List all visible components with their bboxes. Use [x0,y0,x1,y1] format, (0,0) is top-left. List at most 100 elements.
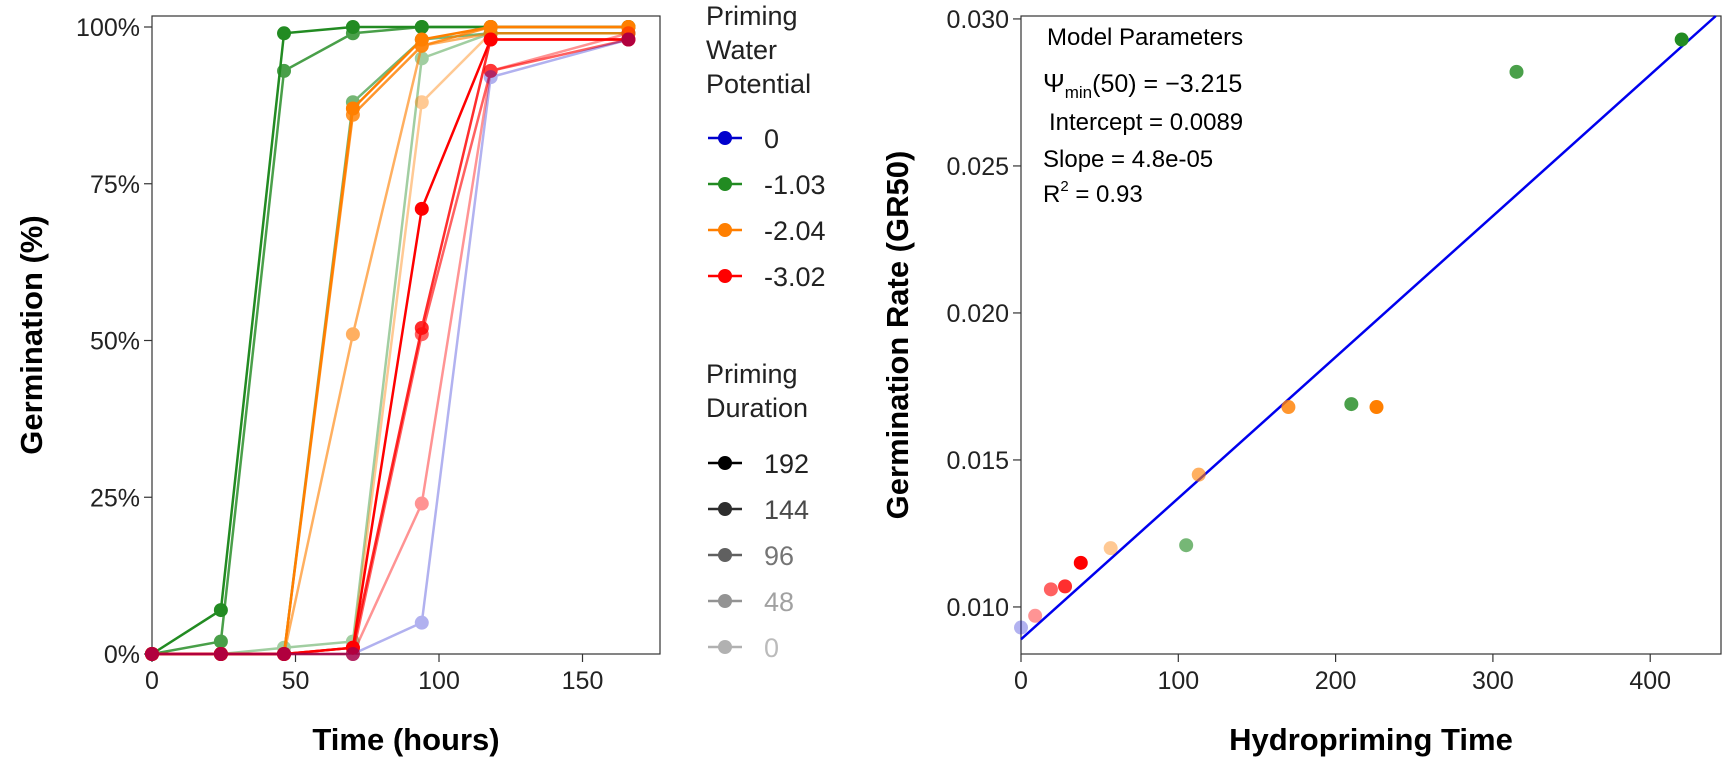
legend-duration-label: 192 [764,449,809,479]
right-scatter-point [1014,620,1028,635]
left-series-point [414,496,429,511]
annotation-intercept: Intercept = 0.0089 [1049,109,1243,136]
legend-key-point [718,502,732,516]
right-axis-ticks: 0 100 200 300 400 0.010 0.015 0.020 0.025 0.030 [946,6,1671,695]
left-series-point [621,32,636,47]
right-x-tick-label: 300 [1472,667,1514,695]
left-y-tick-label: 75% [90,171,140,199]
left-series-point [345,107,360,122]
right-y-axis-title: Germination Rate (GR50) [880,151,915,520]
legend-duration-items: 192 144 96 48 0 [708,449,809,663]
left-series-point [414,20,429,34]
left-series-point [621,32,636,47]
left-series-point [414,201,429,216]
annotation-slope: Slope = 4.8e-05 [1043,146,1213,173]
left-axis-ticks: 0 50 100 150 0% 25% 50% 75% 100% [76,14,603,695]
left-x-axis-title: Time (hours) [312,722,499,757]
legend-duration-item: 144 [708,495,809,525]
left-series-point [277,647,292,661]
right-scatter-point [1509,64,1524,79]
legend-duration-label: 0 [764,633,779,663]
left-series-point [145,647,159,661]
left-series-point [345,647,360,661]
germination-timecourse-panel: 0 50 100 150 0% 25% 50% 75% 100% Time (hours) Ge… [14,14,661,757]
left-series-point [414,95,429,110]
legend-potential-item: 0 [708,124,779,154]
left-series-point [213,634,228,649]
legend-key-point [718,223,732,237]
left-series-line [152,32,629,656]
legend-duration-title-line: Priming [706,359,798,389]
left-y-tick-label: 100% [76,14,140,42]
left-series-line [152,25,629,656]
right-scatter-point [1043,582,1058,597]
left-series-point [213,647,228,661]
right-scatter-point [1058,579,1073,594]
regression-fit-line [1020,15,1717,641]
left-x-tick-label: 50 [282,667,310,695]
legend-duration-title-line: Duration [706,393,808,423]
legend-duration-item: 0 [708,633,779,663]
legend-key-point [718,177,732,191]
right-scatter-point [1028,608,1043,623]
right-scatter-point [1281,400,1296,415]
left-series-point [277,647,292,661]
left-series-point [414,327,429,342]
left-series-point [213,647,228,661]
left-series [145,26,636,661]
legend-potential-title: Priming Water Potential [706,1,811,99]
left-series-point [483,63,498,78]
left-series-point [213,647,228,661]
legend-key-point [718,640,732,654]
left-y-tick-label: 25% [90,484,140,512]
right-points-group [1014,32,1689,635]
legend-potential-label: -1.03 [764,170,826,200]
legend-potential-item: -3.02 [708,262,826,292]
right-scatter-point [1179,538,1194,553]
r2-label: R [1043,181,1060,208]
left-series [145,32,636,661]
right-scatter-point [1369,400,1384,415]
left-x-tick-label: 150 [562,667,604,695]
left-y-axis-title: Germination (%) [14,215,49,454]
left-series-point [145,647,159,661]
left-y-tick-label: 0% [104,641,140,669]
right-scatter-point [1191,467,1206,482]
left-x-tick-label: 100 [418,667,460,695]
annotation-title: Model Parameters [1047,24,1243,51]
right-x-tick-label: 200 [1315,667,1357,695]
left-series-point [483,63,498,78]
legend-duration-item: 96 [708,541,794,571]
left-series-line [151,25,629,656]
left-series-point [145,647,159,661]
right-scatter-point [1073,555,1088,570]
r2-superscript: 2 [1060,178,1068,195]
legend-potential-title-line: Potential [706,69,811,99]
right-scatter-point [1344,397,1359,412]
right-x-axis-title: Hydropriming Time [1229,722,1513,757]
r2-value: = 0.93 [1069,181,1143,208]
legend-potential-title-line: Priming [706,1,798,31]
legend-potential-item: -1.03 [708,170,826,200]
legend-key-point [718,269,732,283]
right-scatter-point [1674,32,1689,47]
legend-potential-label: 0 [764,124,779,154]
right-y-tick-label: 0.020 [946,300,1009,328]
legend-potential-item: -2.04 [708,216,826,246]
legend-duration-item: 192 [708,449,809,479]
left-series-point [621,26,636,41]
legend-duration-title: Priming Duration [706,359,808,423]
left-series-point [345,647,360,661]
right-scatter-point [1103,541,1118,556]
right-y-tick-label: 0.030 [946,6,1009,34]
left-x-tick-label: 0 [145,667,159,695]
legend-duration-item: 48 [708,587,794,617]
psi-value: (50) = −3.215 [1092,70,1242,98]
legend-duration-label: 96 [764,541,794,571]
left-series-point [345,327,360,342]
left-series-line [152,38,629,656]
left-series-point [277,647,292,661]
right-y-tick-label: 0.010 [946,594,1009,622]
left-series-line [152,32,629,656]
